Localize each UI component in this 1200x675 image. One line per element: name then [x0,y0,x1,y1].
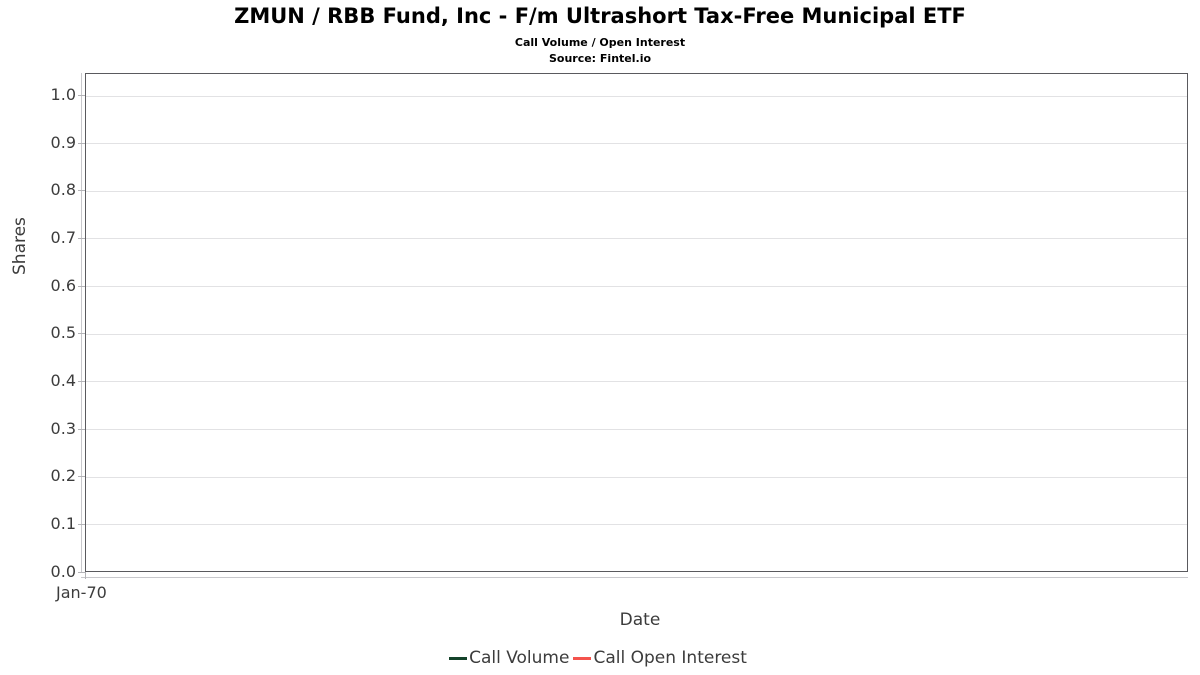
y-tick-mark-0.8 [78,190,85,191]
legend-item-call-volume[interactable]: Call Volume [449,648,573,668]
y-tick-mark-0.6 [78,286,85,287]
y-axis-title: Shares [10,217,30,275]
gridline-0.9 [86,143,1187,144]
gridline-0.1 [86,524,1187,525]
y-tick-label-0.0: 0.0 [50,562,76,581]
y-tick-mark-0.4 [78,381,85,382]
y-tick-label-0.9: 0.9 [50,133,76,152]
y-axis-spine [81,73,82,573]
gridline-0.7 [86,238,1187,239]
plot-area [85,73,1188,572]
chart-legend: Call Volume Call Open Interest [0,648,1200,668]
y-tick-label-0.2: 0.2 [50,466,76,485]
chart-title: ZMUN / RBB Fund, Inc - F/m Ultrashort Ta… [234,4,966,28]
y-tick-label-1.0: 1.0 [50,85,76,104]
gridline-0.8 [86,191,1187,192]
legend-item-call-open-interest[interactable]: Call Open Interest [573,648,750,668]
y-tick-label-0.5: 0.5 [50,323,76,342]
y-tick-label-0.7: 0.7 [50,228,76,247]
y-tick-mark-0.0 [78,572,85,573]
legend-label-call-volume: Call Volume [469,648,570,668]
gridline-0.3 [86,429,1187,430]
y-tick-mark-1.0 [78,95,85,96]
legend-line-icon-call-volume [449,656,468,660]
chart-subtitle: Call Volume / Open Interest [514,36,686,49]
y-tick-label-0.8: 0.8 [50,180,76,199]
chart-source-label: Source: Fintel.io [548,52,652,65]
gridline-0.2 [86,477,1187,478]
gridline-0.4 [86,381,1187,382]
y-tick-mark-0.3 [78,429,85,430]
y-tick-label-0.6: 0.6 [50,276,76,295]
y-tick-mark-0.9 [78,143,85,144]
y-tick-label-0.3: 0.3 [50,419,76,438]
gridline-0.5 [86,334,1187,335]
y-tick-label-0.4: 0.4 [50,371,76,390]
x-tick-label-jan-70: Jan-70 [56,583,107,602]
series-layer [86,74,1187,571]
gridline-1.0 [86,96,1187,97]
y-tick-mark-0.5 [78,333,85,334]
legend-label-call-open-interest: Call Open Interest [593,648,747,668]
x-axis-title: Date [619,610,661,630]
gridline-0.6 [86,286,1187,287]
x-tick-mark-jan-70 [85,572,86,579]
legend-line-icon-call-open-interest [573,656,592,660]
y-tick-mark-0.2 [78,476,85,477]
y-tick-mark-0.1 [78,524,85,525]
x-axis-spine [81,577,1188,578]
y-tick-label-0.1: 0.1 [50,514,76,533]
y-tick-mark-0.7 [78,238,85,239]
